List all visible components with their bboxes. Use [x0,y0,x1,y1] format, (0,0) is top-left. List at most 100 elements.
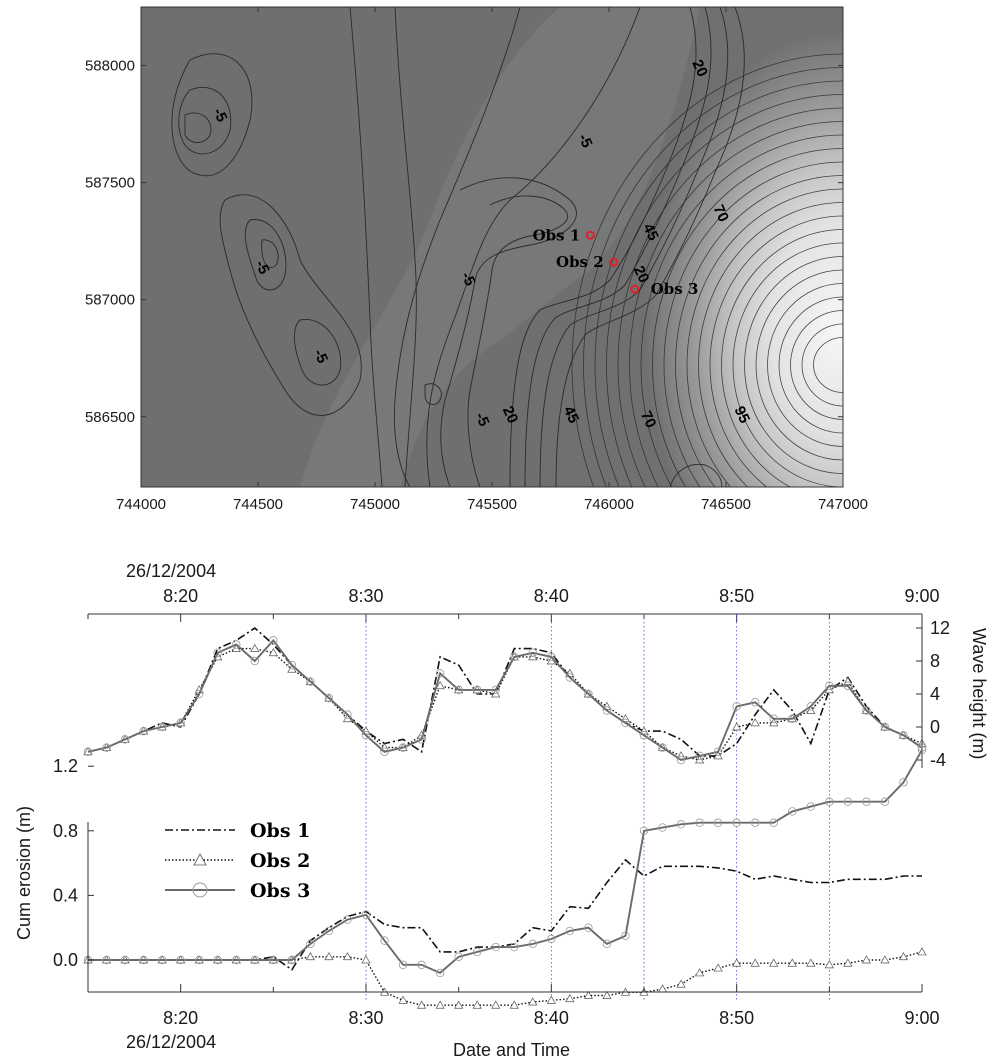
erosion-point-obs3 [454,952,463,961]
wave-point-obs3 [510,652,519,662]
wave-top-tick-label: 8:50 [719,586,754,606]
erosion-point-obs3 [843,797,853,806]
contour-ring [778,296,843,434]
contour-steep-4 [555,7,745,487]
wave-point-obs2 [268,648,278,657]
wave-line-obs3 [87,638,923,762]
map-y-tick-label: 587000 [85,292,135,309]
erosion-point-obs3 [250,955,259,965]
wave-point-obs3 [83,747,93,756]
erosion-point-obs2 [435,1000,445,1009]
erosion-point-obs3 [788,807,797,816]
wave-point-obs3 [899,731,908,740]
map-midtone-region [300,7,700,487]
contour-ring [755,269,843,461]
wave-y-tick-label: 0 [930,717,940,737]
legend-label-obs1: Obs 1 [250,820,310,842]
erosion-point-obs2 [342,952,353,961]
contour-west-ridge-mid [244,219,287,291]
erosion-point-obs3 [157,955,167,965]
contour-shelf-c [467,195,568,487]
erosion-point-obs3 [862,797,871,806]
erosion-point-obs2 [472,1000,482,1009]
contour-label: -5 [252,258,273,277]
erosion-line-obs2 [88,951,923,1006]
contour-west-ridge-core [261,239,279,269]
erosion-point-obs2 [657,984,668,993]
wave-point-obs3 [806,702,815,711]
wave-point-obs3 [769,714,778,723]
wave-point-obs3 [732,702,741,711]
contour-ring [571,53,843,487]
wave-point-obs3 [825,681,834,690]
wave-point-obs3 [213,648,222,657]
erosion-bottom-tick-label: 8:30 [348,1008,383,1028]
wave-y-tick-label: 4 [930,684,940,704]
map-x-tick-label: 746500 [701,496,751,513]
obs-point-marker [630,284,640,294]
wave-series [83,626,927,765]
wave-point-obs3 [676,755,686,765]
wave-point-obs3 [157,722,167,732]
wave-point-obs3 [751,698,760,707]
erosion-point-obs2 [305,952,316,961]
map-y-tick-label: 586500 [85,409,135,426]
contour-west-ridge-outer [219,194,362,416]
erosion-point-obs3 [213,955,222,965]
wave-point-obs3 [176,718,185,728]
erosion-point-obs3 [732,818,741,827]
wave-point-obs2 [843,676,853,685]
erosion-point-obs3 [769,818,778,827]
erosion-point-obs3 [676,820,686,829]
obs-point-label: Obs 2 [556,253,604,271]
wave-point-obs3 [565,673,575,682]
wave-point-obs2 [250,643,260,652]
erosion-point-obs3 [917,745,927,755]
erosion-xlabel: Date and Time [453,1040,570,1060]
erosion-line-obs3 [88,749,923,975]
wave-top-tick-label: 8:40 [534,586,569,606]
contour-label: -5 [574,131,595,150]
bathymetry-contour-map: 744000 744500 745000 745500 746000 746500 7470… [85,6,868,513]
wave-point-obs3 [491,685,500,695]
map-x-tick-label: 745000 [350,496,400,513]
contour-south-bump [669,463,723,487]
erosion-point-obs3 [435,968,445,978]
erosion-point-obs3 [491,942,500,952]
erosion-point-obs2 [491,1000,501,1009]
erosion-point-obs2 [676,979,686,988]
wave-point-obs3 [843,681,853,690]
map-x-tick-label: 746000 [584,496,634,513]
wave-point-obs3 [120,735,130,744]
wave-point-obs3 [658,743,667,752]
erosion-point-obs2 [509,1000,519,1009]
map-observation-points: Obs 1 Obs 2 Obs 3 [533,226,699,298]
erosion-point-obs3 [287,955,297,965]
contour-ring [663,161,843,487]
erosion-point-obs3 [102,955,111,965]
erosion-legend: Obs 1 Obs 2 Obs 3 [165,820,310,902]
cum-erosion-chart: 0.0 0.4 0.8 1.2 8:20 8:30 8:40 8:50 9:00 Cum er… [14,745,940,1060]
erosion-point-obs3 [565,926,575,936]
wave-y-tick-label: -4 [930,750,946,770]
wave-right-axis: -4 0 4 8 12 [916,618,950,770]
erosion-point-obs3 [584,923,593,932]
erosion-point-obs3 [269,955,278,965]
erosion-point-obs3 [713,818,723,827]
map-x-tick-label: 745500 [467,496,517,513]
erosion-point-obs2 [898,952,909,961]
obs-point-label: Obs 1 [533,226,581,244]
erosion-point-obs3 [621,931,630,940]
wave-y-tick-label: 12 [930,618,950,638]
contour-ring [652,148,843,487]
wave-top-tick-label: 9:00 [904,586,939,606]
wave-point-obs3 [880,722,890,732]
erosion-line-obs1 [88,858,922,971]
erosion-point-obs2 [546,995,556,1004]
contour-label: 70 [637,408,659,430]
erosion-point-obs3 [176,955,185,965]
erosion-y-tick-label: 0.8 [53,821,78,841]
erosion-point-obs3 [232,955,241,965]
map-axis-ticks: 744000 744500 745000 745500 746000 746500 7470… [85,7,868,513]
erosion-point-obs2 [361,955,371,964]
